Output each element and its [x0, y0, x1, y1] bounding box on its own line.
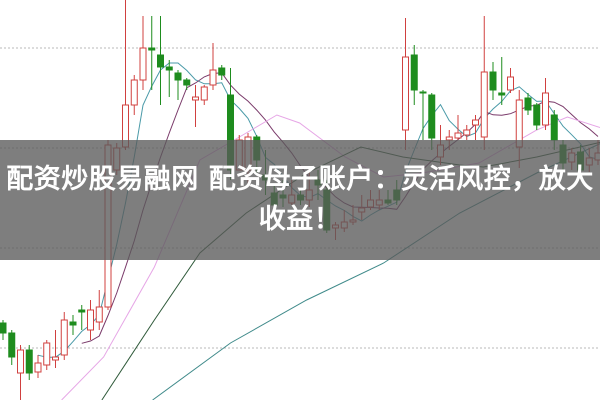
- candle-up: [542, 78, 549, 130]
- headline-banner: 配资炒股易融网 配资母子账户：灵活风控，放大收益！: [0, 140, 600, 260]
- candle-down: [524, 93, 532, 115]
- candle-up: [122, 0, 129, 150]
- candle-up: [402, 18, 409, 150]
- candle-up: [95, 290, 103, 330]
- candle-up: [17, 345, 24, 400]
- candle-up: [209, 43, 217, 90]
- candle-down: [8, 330, 16, 365]
- candle-up: [454, 115, 462, 140]
- candle-down: [148, 16, 156, 90]
- candle-up: [34, 355, 42, 378]
- candle-down: [157, 16, 164, 105]
- candle-down: [533, 103, 541, 130]
- candle-up: [463, 125, 471, 140]
- candle-down: [165, 60, 173, 97]
- candle-up: [192, 85, 199, 127]
- candle-down: [174, 70, 182, 100]
- candle-up: [480, 16, 488, 150]
- candle-up: [60, 312, 68, 360]
- candle-up: [200, 85, 208, 105]
- candle-down: [78, 305, 86, 330]
- candle-down: [25, 345, 33, 380]
- candle-up: [130, 75, 138, 115]
- candle-down: [410, 45, 418, 105]
- candle-up: [43, 340, 51, 370]
- candle-up: [87, 300, 94, 340]
- headline: 配资炒股易融网 配资母子账户：灵活风控，放大收益！: [6, 164, 594, 235]
- candle-down: [498, 57, 506, 105]
- candle-up: [52, 330, 59, 368]
- candle-up: [507, 68, 514, 93]
- candle-down: [419, 90, 427, 140]
- candle-up: [472, 115, 479, 140]
- candle-down: [489, 62, 497, 100]
- candle-down: [69, 315, 77, 335]
- candle-down: [183, 78, 191, 90]
- candle-down: [0, 320, 7, 340]
- candle-up: [139, 16, 147, 90]
- candle-down: [218, 65, 226, 80]
